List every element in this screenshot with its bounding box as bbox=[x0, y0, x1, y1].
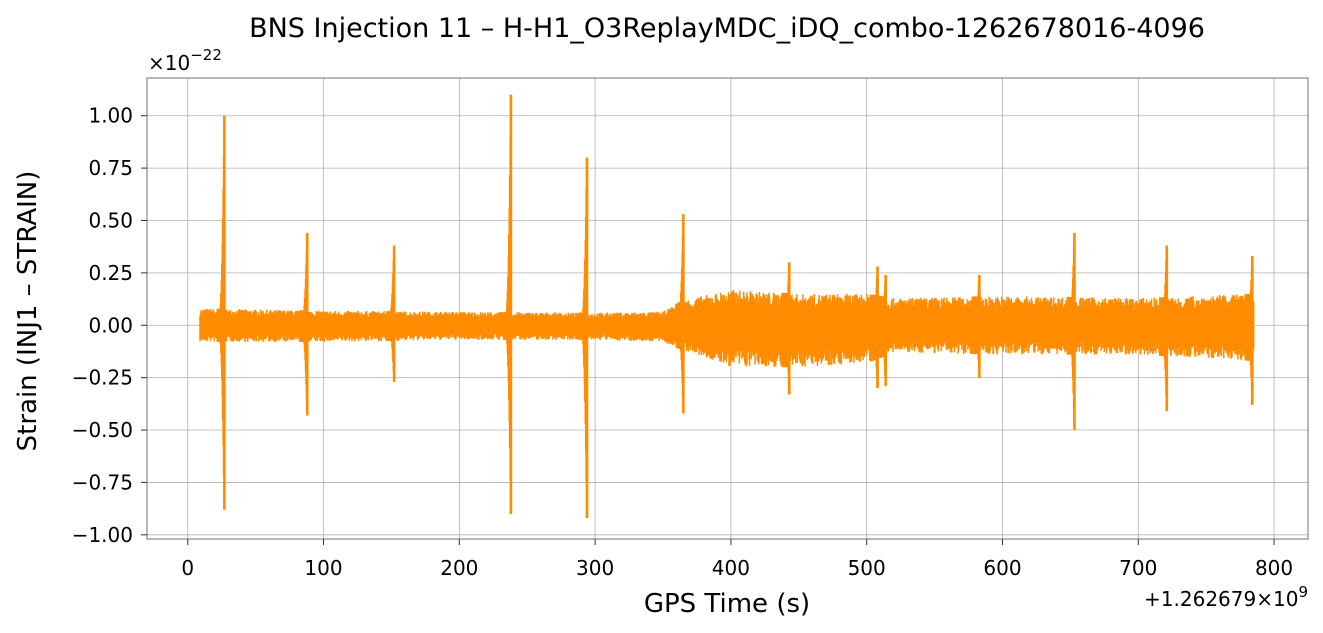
strain-chirp-spike bbox=[869, 266, 879, 389]
y-tick-label: −0.25 bbox=[72, 366, 133, 390]
y-axis-label: Strain (INJ1 – STRAIN) bbox=[13, 171, 43, 452]
x-axis-label: GPS Time (s) bbox=[644, 589, 810, 619]
y-tick-label: 0.75 bbox=[88, 156, 133, 180]
y-axis-multiplier: ×10−22 bbox=[148, 46, 222, 75]
strain-chirp-spike bbox=[675, 214, 685, 414]
plot-area bbox=[146, 77, 1309, 540]
x-tick-label: 500 bbox=[848, 556, 886, 580]
plot-frame bbox=[146, 77, 1309, 540]
y-tick-label: 1.00 bbox=[88, 104, 133, 128]
x-tick-label: 700 bbox=[1119, 556, 1157, 580]
x-tick-label: 200 bbox=[440, 556, 478, 580]
x-tick-label: 600 bbox=[983, 556, 1021, 580]
chart-title: BNS Injection 11 – H-H1_O3ReplayMDC_iDQ_… bbox=[249, 13, 1205, 44]
x-tick-label: 400 bbox=[712, 556, 750, 580]
strain-chirp-spike bbox=[1066, 233, 1076, 431]
strain-chirp-spike bbox=[1158, 245, 1169, 412]
y-tick-label: −0.75 bbox=[72, 470, 133, 494]
y-tick-label: −1.00 bbox=[72, 523, 133, 547]
x-axis: 0 100 200 300 400 500 600 700 800 bbox=[181, 539, 1293, 580]
strain-chirp-spike bbox=[386, 245, 396, 382]
x-axis-offset: +1.262679×109 bbox=[1144, 583, 1308, 611]
x-tick-label: 100 bbox=[304, 556, 342, 580]
x-tick-label: 800 bbox=[1255, 556, 1293, 580]
series-strain bbox=[199, 94, 1255, 519]
x-tick-label: 0 bbox=[181, 556, 194, 580]
strain-chirp-spike bbox=[216, 115, 226, 510]
y-axis: −1.00 −0.75 −0.50 −0.25 0.00 0.25 0.50 0.75 1.00 bbox=[72, 104, 147, 547]
strain-chirp-spike bbox=[1244, 256, 1254, 405]
y-tick-label: 0.50 bbox=[88, 208, 133, 232]
strain-chirp-spike bbox=[971, 274, 981, 378]
strain-chirp-spike bbox=[299, 233, 309, 416]
y-tick-label: −0.50 bbox=[72, 418, 133, 442]
y-tick-label: 0.00 bbox=[88, 313, 133, 337]
strain-chirp-spike bbox=[503, 94, 513, 514]
strain-chirp-spike bbox=[781, 262, 791, 395]
y-tick-label: 0.25 bbox=[88, 261, 133, 285]
strain-chirp-spike bbox=[579, 157, 589, 519]
x-tick-label: 300 bbox=[576, 556, 614, 580]
strain-chirp-spike bbox=[877, 274, 887, 387]
